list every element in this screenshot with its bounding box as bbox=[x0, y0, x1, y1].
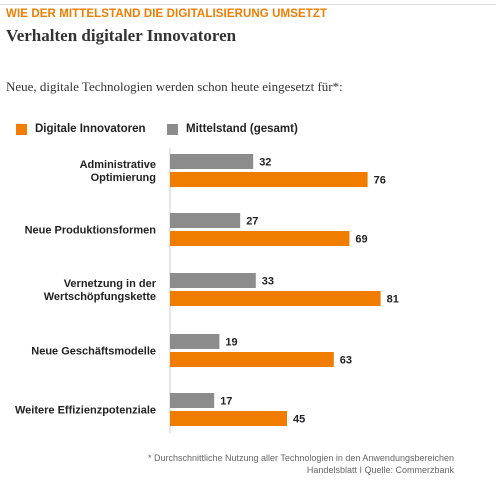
legend-item-mittelstand: Mittelstand (gesamt) bbox=[167, 122, 298, 136]
legend-label-mittelstand: Mittelstand (gesamt) bbox=[186, 123, 298, 135]
source-text: Handelsblatt I Quelle: Commerzbank bbox=[306, 464, 454, 475]
legend-swatch-innovatoren bbox=[16, 123, 27, 135]
category-label: Weitere Effizienzpotenziale bbox=[15, 405, 156, 417]
footnote-text: * Durchschnittliche Nutzung aller Techno… bbox=[147, 453, 454, 463]
category-label: Vernetzung in der Wertschöpfungskette bbox=[44, 278, 157, 303]
data-label: 27 bbox=[246, 216, 258, 228]
bar-mittelstand bbox=[170, 154, 254, 169]
legend-label-innovatoren: Digitale Innovatoren bbox=[35, 123, 146, 135]
bar-innovatoren bbox=[170, 291, 381, 306]
chart-title: Verhalten digitaler Innovatoren bbox=[6, 26, 237, 45]
bar-mittelstand bbox=[170, 273, 256, 288]
bar-innovatoren bbox=[170, 352, 334, 367]
chart-subtitle: Neue, digitale Technologien werden schon… bbox=[6, 79, 343, 94]
data-label: 45 bbox=[293, 414, 305, 426]
bar-mittelstand bbox=[170, 213, 241, 228]
bar-innovatoren bbox=[170, 411, 287, 426]
bar-mittelstand bbox=[170, 334, 220, 349]
data-label: 69 bbox=[355, 234, 367, 246]
top-divider bbox=[0, 4, 496, 5]
data-label: 81 bbox=[387, 294, 399, 306]
category-label: Neue Produktionsformen bbox=[25, 225, 157, 237]
kicker-text: WIE DER MITTELSTAND DIE DIGITALISIERUNG … bbox=[6, 8, 328, 20]
data-label: 33 bbox=[262, 276, 274, 288]
legend-swatch-mittelstand bbox=[167, 123, 178, 135]
legend-item-innovatoren: Digitale Innovatoren bbox=[16, 122, 146, 136]
data-label: 17 bbox=[220, 396, 232, 408]
category-label: Administrative Optimierung bbox=[80, 159, 156, 184]
bar-mittelstand bbox=[170, 393, 215, 408]
footnote: * Durchschnittliche Nutzung aller Techno… bbox=[148, 453, 454, 476]
bar-innovatoren bbox=[170, 172, 368, 187]
data-label: 19 bbox=[225, 337, 237, 349]
data-label: 76 bbox=[374, 175, 386, 187]
data-label: 32 bbox=[259, 157, 271, 169]
data-label: 63 bbox=[340, 355, 352, 367]
bar-innovatoren bbox=[170, 231, 350, 246]
category-label: Neue Geschäftsmodelle bbox=[31, 346, 156, 358]
